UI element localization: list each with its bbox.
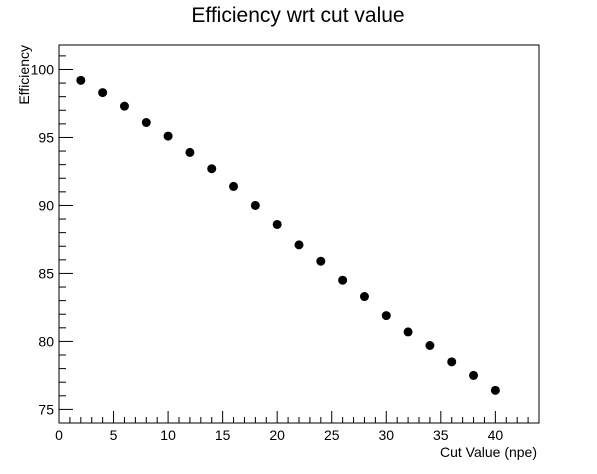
data-point: [272, 219, 282, 229]
y-tick-label: 100: [31, 61, 55, 77]
y-axis: 75 80 85 90 95 100: [31, 55, 73, 424]
y-axis-label: Efficiency: [16, 45, 32, 105]
data-points: [76, 75, 500, 395]
x-tick-label: 0: [55, 427, 63, 443]
data-point: [163, 131, 173, 141]
data-point: [447, 357, 457, 367]
data-point: [98, 88, 108, 98]
x-axis-label: Cut Value (npe): [440, 444, 537, 460]
data-point: [316, 256, 326, 266]
data-point: [250, 200, 260, 210]
data-point: [469, 370, 479, 380]
data-point: [185, 147, 195, 157]
x-axis: 0 5 10 15 20 25 30 35 40: [55, 411, 540, 443]
data-point: [207, 164, 217, 174]
chart-title: Efficiency wrt cut value: [191, 4, 404, 27]
data-point: [76, 75, 86, 85]
y-tick-label: 95: [38, 129, 54, 145]
x-tick-label: 30: [378, 427, 394, 443]
y-tick-label: 85: [38, 265, 54, 281]
x-tick-label: 10: [160, 427, 176, 443]
data-point: [119, 101, 129, 111]
data-point: [425, 340, 435, 350]
data-point: [294, 240, 304, 250]
data-point: [229, 181, 239, 191]
data-point: [141, 118, 151, 128]
data-point: [338, 275, 348, 285]
x-tick-label: 15: [215, 427, 231, 443]
x-tick-label: 35: [433, 427, 449, 443]
y-tick-label: 90: [38, 197, 54, 213]
x-tick-label: 20: [269, 427, 285, 443]
x-tick-label: 40: [488, 427, 504, 443]
y-tick-label: 75: [38, 401, 54, 417]
plot-frame: [58, 44, 540, 424]
x-tick-label: 5: [110, 427, 118, 443]
data-point: [381, 311, 391, 321]
data-point: [359, 292, 369, 302]
y-tick-label: 80: [38, 333, 54, 349]
data-point: [403, 327, 413, 337]
x-tick-label: 25: [324, 427, 340, 443]
data-point: [490, 385, 500, 395]
